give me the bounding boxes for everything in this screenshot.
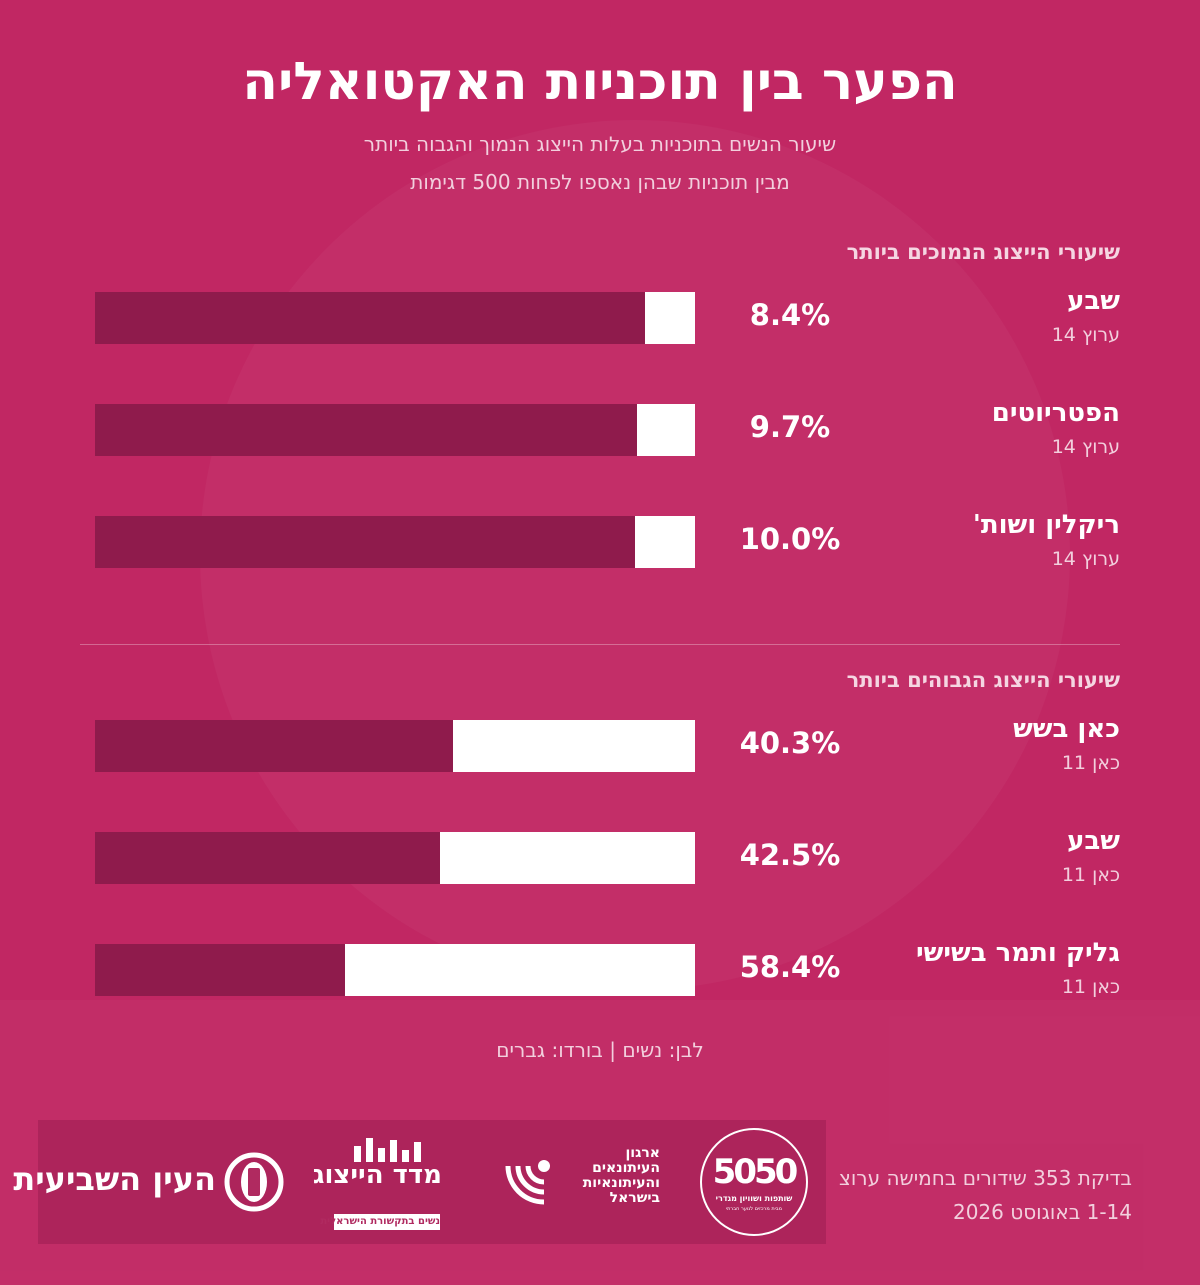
bar-men-segment bbox=[95, 720, 454, 772]
bar-row: 40.3% כאן בשש כאן 11 bbox=[0, 712, 1200, 792]
page-title: הפער בין תוכניות האקטואליה bbox=[242, 52, 958, 112]
program-channel: ערוץ 14 bbox=[1051, 436, 1120, 458]
program-channel: כאן 11 bbox=[1061, 864, 1120, 886]
fiftyfifty-logo: 5050 שותפות ושוויון מגדרי מבית מרכזים לנ… bbox=[700, 1128, 808, 1236]
program-channel: כאן 11 bbox=[1061, 752, 1120, 774]
fiftyfifty-tagline: שותפות ושוויון מגדרי bbox=[715, 1194, 793, 1203]
legend: לבן: נשים | בורדו: גברים bbox=[496, 1038, 704, 1062]
program-name: שבע bbox=[1067, 286, 1120, 316]
bar-track bbox=[95, 516, 695, 568]
madad-logo: מדד הייצוג נשים בתקשורת הישראלית bbox=[312, 1136, 442, 1232]
ayin-logo: העין השביעית bbox=[13, 1150, 286, 1214]
bar-track bbox=[95, 292, 695, 344]
program-channel: ערוץ 14 bbox=[1051, 548, 1120, 570]
program-name: גליק ותמר בשישי bbox=[915, 938, 1120, 968]
bar-row: 8.4% שבע ערוץ 14 bbox=[0, 284, 1200, 364]
madad-logo-text: מדד הייצוג bbox=[312, 1160, 442, 1190]
bar-row: 58.4% גליק ותמר בשישי כאן 11 bbox=[0, 936, 1200, 1016]
bar-row: 9.7% הפטריוטים ערוץ 14 bbox=[0, 396, 1200, 476]
bars-icon bbox=[354, 1138, 421, 1162]
bar-track bbox=[95, 832, 695, 884]
bar-men-segment bbox=[95, 516, 635, 568]
bar-men-segment bbox=[95, 832, 440, 884]
irgun-line-1: ארגון bbox=[625, 1145, 661, 1161]
eye-circle-icon bbox=[224, 1152, 284, 1212]
irgun-line-3: והעיתונאיות bbox=[582, 1175, 660, 1191]
bar-men-segment bbox=[95, 944, 345, 996]
irgun-line-4: בישראל bbox=[609, 1190, 660, 1206]
bar-track bbox=[95, 404, 695, 456]
fiftyfifty-subtag: מבית מרכזים לנוער חברתי bbox=[725, 1206, 783, 1212]
source-line-1: בדיקת 353 שידורים בחמישה ערוצ bbox=[838, 1166, 1132, 1190]
irgun-logo: ארגון העיתונאים והעיתונאיות בישראל bbox=[500, 1144, 660, 1224]
program-name: כאן בשש bbox=[1013, 714, 1120, 744]
program-name: שבע bbox=[1067, 826, 1120, 856]
bar-women-segment bbox=[635, 516, 695, 568]
bar-men-segment bbox=[95, 292, 645, 344]
bar-row: 10.0% ריקלין ושות' ערוץ 14 bbox=[0, 508, 1200, 588]
bar-men-segment bbox=[95, 404, 637, 456]
subtitle-line-1: שיעור הנשים בתוכניות בעלות הייצוג הנמוך … bbox=[363, 132, 837, 156]
madad-logo-tagline: נשים בתקשורת הישראלית bbox=[320, 1214, 440, 1230]
value-label: 10.0% bbox=[739, 522, 841, 556]
ayin-logo-text: העין השביעית bbox=[13, 1160, 216, 1198]
bar-track bbox=[95, 944, 695, 996]
section-title-highest: שיעורי הייצוג הגבוהים ביותר bbox=[846, 668, 1120, 692]
value-label: 9.7% bbox=[749, 410, 831, 444]
program-channel: ערוץ 14 bbox=[1051, 324, 1120, 346]
bar-women-segment bbox=[644, 292, 695, 344]
section-divider bbox=[80, 644, 1120, 645]
program-name: הפטריוטים bbox=[991, 398, 1120, 428]
value-label: 58.4% bbox=[739, 950, 841, 984]
value-label: 8.4% bbox=[749, 298, 831, 332]
subtitle-line-2: מבין תוכניות שבהן נאספו לפחות 500 דגימות bbox=[410, 170, 790, 194]
logo-panel: העין השביעית מדד הייצוג נשים בתקשורת היש… bbox=[13, 1120, 826, 1244]
program-channel: כאן 11 bbox=[1061, 976, 1120, 998]
fiftyfifty-mark: 5050 bbox=[712, 1152, 799, 1192]
bar-track bbox=[95, 720, 695, 772]
signal-waves-icon bbox=[505, 1160, 550, 1205]
bar-row: 42.5% שבע כאן 11 bbox=[0, 824, 1200, 904]
bar-women-segment bbox=[344, 944, 695, 996]
source-line-2: 1-14 באוגוסט 2026 bbox=[952, 1200, 1132, 1224]
section-title-lowest: שיעורי הייצוג הנמוכים ביותר bbox=[846, 240, 1120, 264]
bar-women-segment bbox=[453, 720, 695, 772]
program-name: ריקלין ושות' bbox=[972, 510, 1120, 540]
irgun-line-2: העיתונאים bbox=[592, 1160, 660, 1176]
value-label: 42.5% bbox=[739, 838, 841, 872]
value-label: 40.3% bbox=[739, 726, 841, 760]
bar-women-segment bbox=[440, 832, 695, 884]
bar-women-segment bbox=[636, 404, 695, 456]
